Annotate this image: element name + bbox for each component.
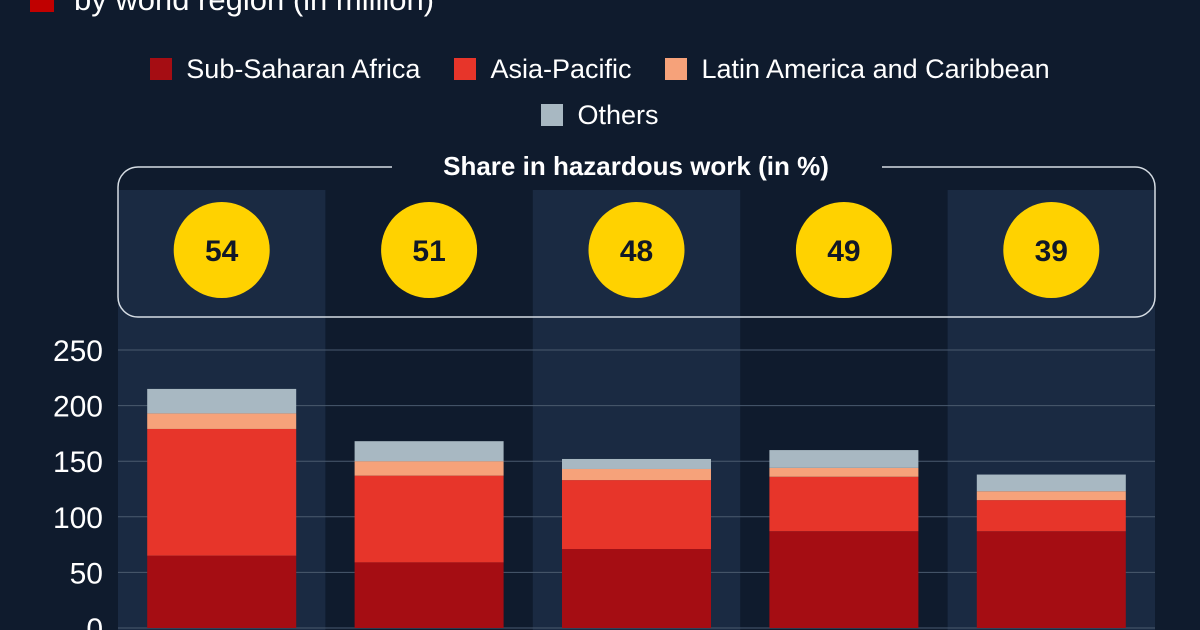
legend-label: Sub-Saharan Africa [186,53,421,84]
legend-label: Asia-Pacific [490,53,632,84]
y-tick-label: 250 [53,335,103,368]
bar-segment-2 [354,475,504,563]
hazard-value-label: 39 [1035,235,1068,268]
hazard-circle [381,202,478,298]
bar-segment-2 [147,428,297,556]
hazard-value-label: 51 [412,235,445,268]
bar-segment-3 [769,467,919,477]
legend-swatch-sub-saharan-africa [150,58,173,80]
bar-segment-1 [147,555,297,628]
hazard-circle [1003,202,1100,298]
legend-swatch-others [541,104,564,126]
y-tick-label: 50 [70,557,103,590]
chart-subtitle: by world region (in million) [74,0,434,18]
bar-segment-3 [354,461,504,476]
bar-segment-4 [976,474,1126,492]
hazard-value-label: 54 [205,235,239,268]
legend-label: Latin America and Caribbean [701,53,1050,84]
bar-segment-2 [976,500,1126,532]
legend-label: Others [577,99,659,130]
bar-segment-2 [769,476,919,532]
bar-segment-4 [147,388,297,414]
hazard-circle [588,202,685,298]
bar-segment-4 [769,450,919,468]
bar-segment-1 [562,549,711,628]
y-tick-label: 200 [53,391,103,424]
bar-segment-4 [354,441,504,462]
hazard-circle [795,202,892,298]
bar-segment-1 [976,531,1126,628]
y-tick-label: 100 [53,502,103,535]
hazard-value-label: 48 [620,235,653,268]
bar-segment-3 [976,491,1126,501]
subtitle-marker [30,0,54,12]
bar-segment-1 [769,531,919,628]
legend-item-sub-saharan-africa: Sub-Saharan Africa [150,52,420,86]
bar-segment-3 [147,413,297,429]
bar-segment-2 [562,480,711,550]
legend-swatch-asia-pacific [454,58,477,80]
legend-item-others: Others [541,98,659,132]
hazard-panel-title: Share in hazardous work (in %) [443,151,829,181]
hazard-value-label: 49 [827,235,860,268]
legend-swatch-latin-america [665,58,688,80]
bar-segment-3 [562,468,711,481]
legend-item-latin-america: Latin America and Caribbean [665,52,1050,86]
legend: Sub-Saharan Africa Asia-Pacific Latin Am… [0,52,1200,132]
hazard-title-backdrop [392,150,882,184]
legend-item-asia-pacific: Asia-Pacific [454,52,631,86]
bar-segment-1 [354,562,504,628]
y-tick-label: 0 [86,613,103,630]
bar-segment-4 [562,458,711,469]
hazard-circle [173,202,270,298]
y-tick-label: 150 [53,446,103,479]
subtitle-row: by world region (in million) [30,0,434,22]
